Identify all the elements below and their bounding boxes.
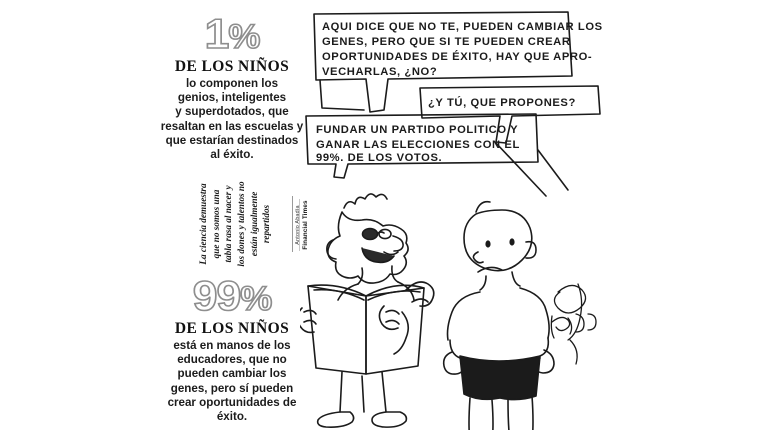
speech-bubble-texts: AQUI DICE QUE NO TE, PUEDEN CAMBIAR LOS … xyxy=(316,21,603,164)
speech-bubble-tail xyxy=(495,142,547,197)
stat-body: está en manos de los educadores, que no … xyxy=(148,339,316,424)
stat-body-line: y superdotados, que xyxy=(175,105,289,119)
speech-bubble-tail xyxy=(537,149,569,191)
stat-body-line: educadores, que no xyxy=(177,353,287,367)
author-signature xyxy=(550,283,597,365)
foot-right xyxy=(371,411,408,428)
bubble-line: ¿Y TÚ, QUE PROPONES? xyxy=(428,96,576,109)
stat-body-line: está en manos de los xyxy=(173,339,291,352)
source-rule xyxy=(299,199,300,251)
pull-quote-source: Antonio Abadía Financial Times xyxy=(272,190,332,260)
stat-body-line: crear oportunidades de xyxy=(167,395,297,409)
speech-bubble-outline xyxy=(313,11,573,113)
character-man-with-book xyxy=(300,193,435,428)
comic-illustration: AQUI DICE QUE NO TE, PUEDEN CAMBIAR LOS … xyxy=(300,0,770,430)
stat-body-line: resaltan en las escuelas y xyxy=(160,119,304,133)
speech-bubble-outline xyxy=(419,85,601,144)
bubble-line: AQUI DICE QUE NO TE, PUEDEN CAMBIAR LOS xyxy=(322,21,603,33)
stat-body: lo componen los genios, inteligentes y s… xyxy=(148,77,316,162)
stat-percent-value: 1 xyxy=(204,10,231,57)
stat-title: DE LOS NIÑOS xyxy=(174,320,290,337)
shirt xyxy=(446,291,481,341)
bubble-line: 99%. DE LOS VOTOS. xyxy=(316,152,442,164)
stat-block-ninetynine-percent: 99% DE LOS NIÑOS está en manos de los ed… xyxy=(148,274,316,424)
stat-body-line: pueden cambiar los xyxy=(177,367,287,381)
pull-quote-text: La ciencia demuestra que no somos una ta… xyxy=(198,181,272,267)
foot-left xyxy=(316,411,355,428)
book-left-page xyxy=(307,285,367,375)
comic-svg: AQUI DICE QUE NO TE, PUEDEN CAMBIAR LOS … xyxy=(300,11,603,430)
bubble-line: GENES, PERO QUE SI TE PUEDEN CREAR xyxy=(322,36,571,48)
stat-body-line: genes, pero sí pueden xyxy=(170,381,294,395)
hand-right xyxy=(378,305,399,331)
stat-title: DE LOS NIÑOS xyxy=(174,58,290,75)
hand-left xyxy=(300,307,315,334)
source-rule xyxy=(292,196,293,252)
stat-body-line: éxito. xyxy=(216,410,248,424)
speech-bubble-outline xyxy=(305,113,539,179)
stat-body-line: que estarían destinados xyxy=(165,133,299,147)
stat-body-line: lo componen los xyxy=(185,77,279,90)
stat-percent-numeral: 1% xyxy=(143,12,321,57)
percent-symbol-icon: % xyxy=(239,279,273,319)
infographic-column: 1% DE LOS NIÑOS lo componen los genios, … xyxy=(148,8,316,424)
percent-symbol-icon: % xyxy=(228,17,262,57)
bubble-line: FUNDAR UN PARTIDO POLITICO Y xyxy=(316,124,518,136)
shorts xyxy=(459,355,541,401)
stat-block-one-percent: 1% DE LOS NIÑOS lo componen los genios, … xyxy=(148,12,316,162)
stat-body-line: genios, inteligentes xyxy=(177,91,287,105)
bubble-line: OPORTUNIDADES DE ÉXITO, HAY QUE APRO- xyxy=(322,50,592,63)
bubble-line: GANAR LAS ELECCIONES CON EL xyxy=(316,139,520,151)
stat-body-line: al éxito. xyxy=(210,148,254,162)
stat-percent-value: 99 xyxy=(192,272,242,319)
bubble-line: VECHARLAS, ¿NO? xyxy=(322,66,437,78)
character-boy xyxy=(442,200,555,430)
stat-percent-numeral: 99% xyxy=(143,274,321,319)
